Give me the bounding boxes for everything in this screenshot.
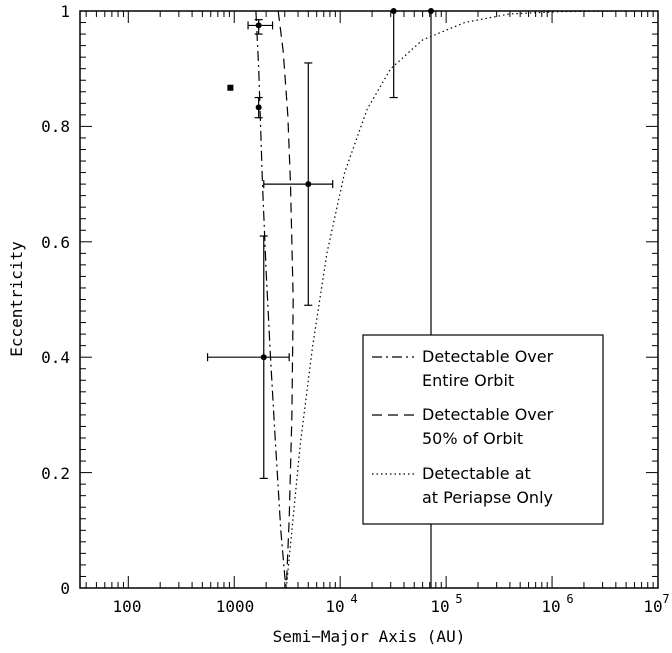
legend-label-half-orbit-line1: Detectable Over [422,405,554,424]
x-tick-label-1e6-exponent: 6 [566,592,573,606]
plot-frame [79,10,659,589]
y-tick-label-0.2: 0.2 [41,464,70,483]
data-point-1 [255,22,262,29]
legend-label-entire-orbit-line1: Detectable Over [422,347,554,366]
x-tick-label-1e4-base: 10 [325,597,344,616]
x-tick-label-1e7-exponent: 7 [662,592,669,606]
y-tick-label-1: 1 [60,2,70,21]
legend-label-half-orbit-line2: 50% of Orbit [422,429,523,448]
x-tick-label-1e4-exponent: 4 [350,592,357,606]
y-tick-label-0: 0 [60,579,70,598]
y-tick-label-0.8: 0.8 [41,117,70,136]
x-tick-label-1000: 1000 [216,597,255,616]
x-tick-label-100: 100 [113,597,142,616]
x-tick-label-1e6-base: 10 [541,597,560,616]
curve-dotted-2 [285,10,627,589]
axis-ticks [80,10,659,589]
x-tick-label-1e7-base: 10 [643,597,662,616]
legend-box [362,334,604,525]
y-axis-title: Eccentricity [7,241,26,357]
legend: Detectable Over Entire Orbit Detectable … [362,334,604,525]
data-point-2 [255,104,262,111]
data-point-3 [260,354,267,361]
legend-label-entire-orbit-line2: Entire Orbit [422,371,514,390]
legend-label-periapse-line1: Detectable at [422,464,531,483]
data-point-4 [305,181,312,188]
data-point-0 [227,84,234,91]
x-tick-label-1e5-exponent: 5 [455,592,462,606]
legend-label-periapse-line2: at Periapse Only [422,488,553,507]
y-tick-label-0.6: 0.6 [41,233,70,252]
x-axis-title: Semi−Major Axis (AU) [273,627,466,646]
curve-dashed-1 [277,10,294,589]
y-tick-label-0.4: 0.4 [41,348,70,367]
x-tick-label-1e5-base: 10 [430,597,449,616]
